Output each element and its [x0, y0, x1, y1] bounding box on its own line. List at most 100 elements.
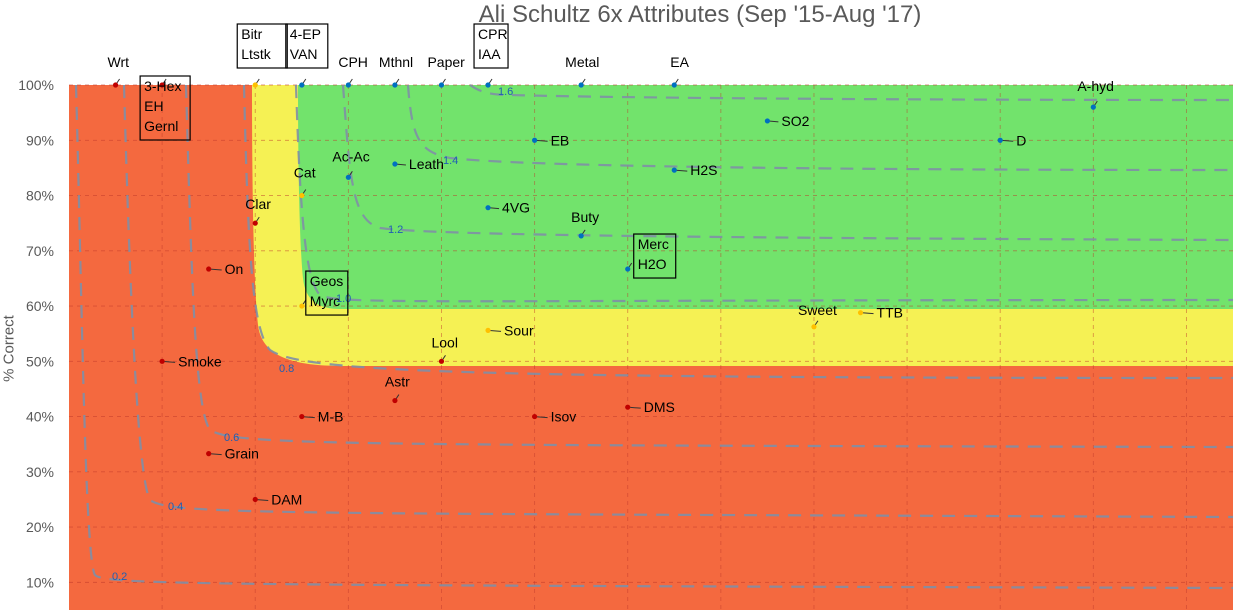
data-label: Bitr Ltstk: [241, 26, 272, 62]
data-label: M-B: [318, 409, 344, 425]
contour-line: [469, 84, 1233, 102]
data-label: A-hyd: [1077, 78, 1114, 94]
data-label: Wrt: [108, 54, 130, 70]
contour-label: 0.2: [112, 571, 127, 583]
data-label: Grain: [225, 446, 259, 462]
y-tick-label: 30%: [26, 464, 54, 480]
data-label-box: [236, 23, 288, 69]
data-point: [671, 82, 677, 88]
data-label: EB: [551, 132, 570, 148]
data-label: Sweet: [798, 302, 837, 318]
data-point: [252, 220, 258, 226]
data-point: [345, 82, 351, 88]
y-tick-label: 60%: [26, 298, 54, 314]
y-tick-label: 20%: [26, 519, 54, 535]
data-point: [299, 303, 305, 309]
data-label: 3-Hex EH Gernl: [144, 78, 181, 134]
y-tick-label: 40%: [26, 409, 54, 425]
data-point: [252, 82, 258, 88]
data-point: [159, 358, 165, 364]
data-label: H2S: [690, 162, 717, 178]
data-label: On: [225, 261, 244, 277]
data-label: D: [1016, 132, 1026, 148]
y-tick-label: 50%: [26, 353, 54, 369]
data-point: [159, 82, 165, 88]
data-point: [392, 397, 398, 404]
data-point: [438, 82, 445, 88]
data-label-box: [139, 75, 191, 141]
data-label-box: [473, 23, 509, 69]
data-label: Smoke: [178, 353, 222, 369]
data-point: [578, 233, 584, 239]
data-label: Paper: [427, 54, 465, 70]
y-tick-label: 80%: [26, 188, 54, 204]
data-label: Clar: [245, 196, 271, 212]
data-label: 4-EP VAN: [290, 26, 321, 62]
data-label: Cat: [294, 165, 316, 181]
contour-label: 1.6: [498, 86, 513, 98]
data-label: CPR IAA: [478, 26, 508, 62]
data-point: [392, 82, 398, 88]
data-point: [625, 266, 631, 272]
data-point: [485, 205, 491, 211]
contour-label: 0.8: [279, 363, 294, 375]
contour-label: 0.6: [224, 432, 239, 444]
data-label: EA: [670, 54, 689, 70]
data-point: [764, 118, 771, 124]
contour-line: [184, 84, 1233, 449]
data-point: [299, 82, 305, 88]
data-label: Geos Myrc: [310, 273, 343, 309]
data-point: [811, 324, 817, 330]
contour-line: [242, 84, 1233, 380]
data-label: Ac-Ac: [332, 148, 369, 164]
data-label: Lool: [431, 334, 457, 350]
contour-line: [341, 84, 1233, 242]
data-label-box: [285, 23, 329, 69]
contour-label: 1.4: [443, 155, 458, 167]
data-label: Sour: [504, 322, 534, 338]
data-label: CPH: [338, 54, 368, 70]
data-label: Buty: [571, 209, 599, 225]
data-label-box: [633, 233, 677, 279]
y-tick-label: 10%: [26, 574, 54, 590]
data-label: Mthnl: [379, 54, 413, 70]
contour-label: 0.4: [168, 501, 183, 513]
data-point: [392, 161, 398, 167]
data-point: [485, 327, 491, 333]
data-label: Astr: [385, 374, 410, 390]
data-point: [625, 404, 631, 410]
data-label: SO2: [781, 113, 809, 129]
data-label-box: [305, 270, 349, 316]
data-point: [532, 137, 538, 143]
zone-green: [298, 85, 1233, 309]
data-point: [299, 413, 305, 420]
y-tick-label: 100%: [18, 77, 54, 93]
data-point: [206, 451, 212, 457]
data-label: DMS: [644, 399, 675, 415]
data-point: [252, 496, 258, 503]
data-label: DAM: [271, 491, 302, 507]
contour-line: [294, 84, 1233, 303]
data-label: TTB: [877, 305, 903, 321]
data-label: Metal: [565, 54, 599, 70]
data-point: [578, 82, 584, 88]
data-point: [532, 413, 538, 420]
y-tick-label: 70%: [26, 243, 54, 259]
data-label: Leath: [409, 156, 444, 172]
contour-label: 1.2: [388, 224, 403, 236]
y-tick-label: 90%: [26, 132, 54, 148]
data-label: Isov: [551, 409, 577, 425]
data-label: Merc H2O: [638, 236, 669, 272]
data-point: [857, 310, 864, 316]
data-point: [671, 167, 677, 173]
data-point: [299, 192, 305, 199]
chart-title: Ali Schultz 6x Attributes (Sep '15-Aug '…: [478, 1, 922, 28]
data-label: 4VG: [502, 200, 530, 216]
data-point: [1090, 104, 1096, 110]
data-point: [345, 174, 351, 180]
data-point: [485, 82, 491, 88]
data-point: [997, 137, 1003, 143]
data-point: [206, 266, 212, 272]
